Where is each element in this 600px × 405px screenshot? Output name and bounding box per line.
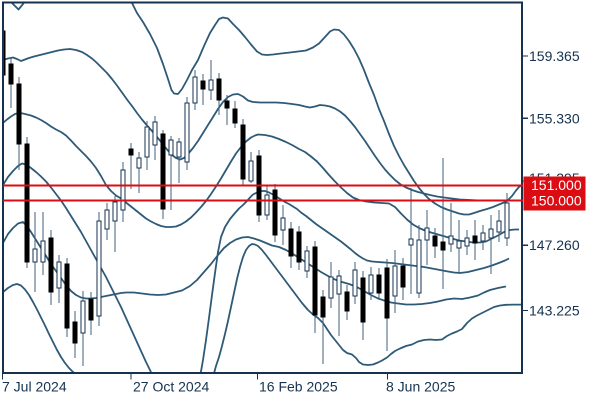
svg-text:155.330: 155.330 xyxy=(529,110,580,126)
svg-text:159.365: 159.365 xyxy=(529,48,580,64)
svg-text:151.000: 151.000 xyxy=(531,177,582,193)
svg-text:147.260: 147.260 xyxy=(529,237,580,253)
svg-text:7 Jul 2024: 7 Jul 2024 xyxy=(2,379,67,395)
svg-text:150.000: 150.000 xyxy=(531,193,582,209)
svg-text:27 Oct 2024: 27 Oct 2024 xyxy=(133,379,209,395)
svg-text:8 Jun 2025: 8 Jun 2025 xyxy=(386,379,455,395)
svg-text:16 Feb 2025: 16 Feb 2025 xyxy=(259,379,338,395)
svg-text:143.225: 143.225 xyxy=(529,303,580,319)
